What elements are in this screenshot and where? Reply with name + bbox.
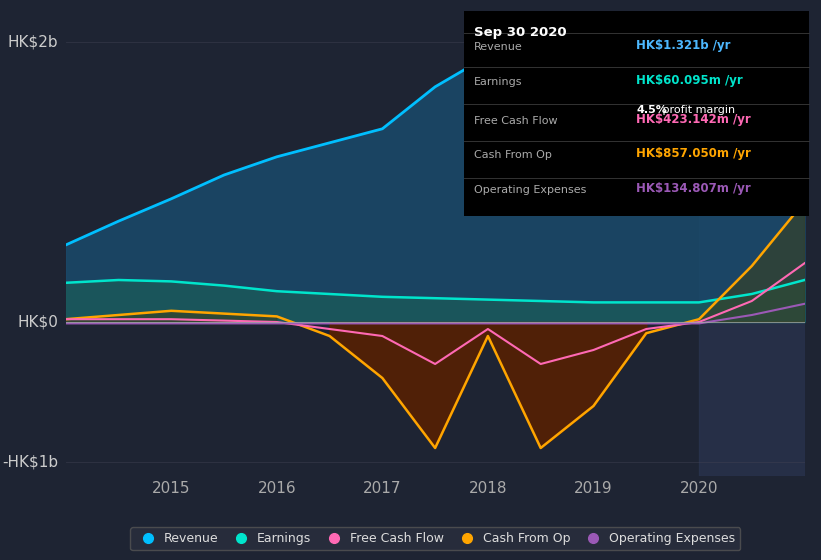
Text: HK$423.142m /yr: HK$423.142m /yr xyxy=(636,113,751,125)
Text: HK$1.321b /yr: HK$1.321b /yr xyxy=(636,39,731,52)
Text: Cash From Op: Cash From Op xyxy=(475,151,552,160)
Text: HK$134.807m /yr: HK$134.807m /yr xyxy=(636,182,751,195)
Text: profit margin: profit margin xyxy=(658,105,735,115)
Text: HK$2b: HK$2b xyxy=(7,35,58,49)
Legend: Revenue, Earnings, Free Cash Flow, Cash From Op, Operating Expenses: Revenue, Earnings, Free Cash Flow, Cash … xyxy=(130,528,741,550)
Text: HK$0: HK$0 xyxy=(17,315,58,329)
Text: Operating Expenses: Operating Expenses xyxy=(475,185,586,195)
Bar xyxy=(699,28,805,476)
Text: HK$60.095m /yr: HK$60.095m /yr xyxy=(636,74,743,87)
Text: Revenue: Revenue xyxy=(475,42,523,52)
Text: Sep 30 2020: Sep 30 2020 xyxy=(475,26,566,39)
Text: -HK$1b: -HK$1b xyxy=(2,455,58,469)
Text: Free Cash Flow: Free Cash Flow xyxy=(475,116,557,125)
Text: HK$857.050m /yr: HK$857.050m /yr xyxy=(636,147,751,160)
Text: Earnings: Earnings xyxy=(475,77,523,87)
Text: 4.5%: 4.5% xyxy=(636,105,667,115)
